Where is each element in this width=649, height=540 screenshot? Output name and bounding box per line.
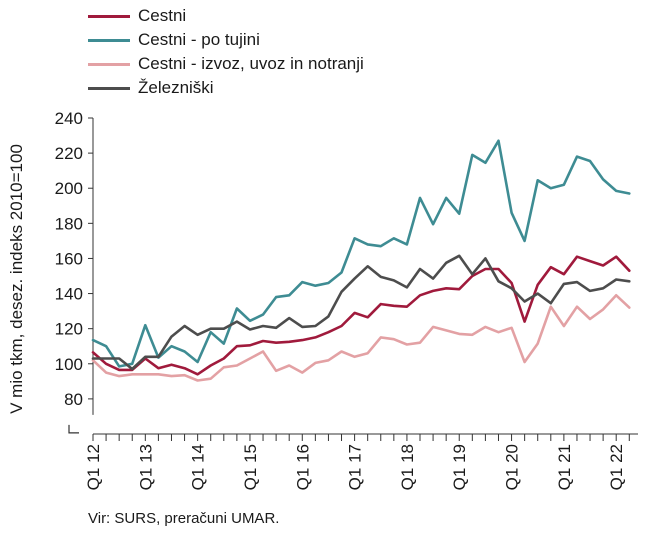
legend-swatch <box>88 38 130 42</box>
x-tick-label: Q1 16 <box>293 444 312 490</box>
series-lines <box>91 139 631 382</box>
series-line-cestni-po-tujini <box>91 139 631 368</box>
y-tick-label: 220 <box>55 144 83 163</box>
series-line-cestni <box>91 255 631 376</box>
x-tick-label: Q1 19 <box>450 444 469 490</box>
legend-item-cestni-po-tujini: Cestni - po tujini <box>88 28 364 52</box>
series-line-cestni-izvoz-uvoz-notranji <box>91 293 631 382</box>
y-tick-label: 160 <box>55 249 83 268</box>
x-tick-label: Q1 14 <box>189 444 208 490</box>
legend-swatch <box>88 62 130 66</box>
y-axis-title: V mio tkm, desez. indeks 2010=100 <box>7 144 26 414</box>
y-tick-label: 240 <box>55 109 83 128</box>
series-line-zelezniski <box>91 254 631 371</box>
y-tick-label: 100 <box>55 355 83 374</box>
legend-item-zelezniski: Železniški <box>88 76 364 100</box>
legend-label: Železniški <box>138 78 214 97</box>
legend-label: Cestni - po tujini <box>138 30 260 49</box>
legend-swatch <box>88 86 130 90</box>
x-tick-label: Q1 18 <box>398 444 417 490</box>
x-tick-label: Q1 20 <box>503 444 522 490</box>
legend-swatch <box>88 14 130 18</box>
legend-item-cestni: Cestni <box>88 4 364 28</box>
y-tick-label: 140 <box>55 285 83 304</box>
y-tick-label: 180 <box>55 214 83 233</box>
x-tick-label: Q1 21 <box>555 444 574 490</box>
legend: Cestni Cestni - po tujini Cestni - izvoz… <box>88 4 364 100</box>
x-tick-label: Q1 13 <box>136 444 155 490</box>
axis-break-mark <box>68 424 79 434</box>
legend-label: Cestni <box>138 6 187 25</box>
y-tick-label: 80 <box>64 390 83 409</box>
axes: 80 100 120 140 160 180 200 220 240 V mio tkm, des… <box>7 109 638 490</box>
y-tick-label: 200 <box>55 179 83 198</box>
x-tick-label: Q1 12 <box>84 444 103 490</box>
x-tick-label: Q1 15 <box>241 444 260 490</box>
x-tick-label: Q1 22 <box>607 444 626 490</box>
x-tick-label: Q1 17 <box>346 444 365 490</box>
y-tick-label: 120 <box>55 320 83 339</box>
source-note: Vir: SURS, preračuni UMAR. <box>88 510 280 527</box>
legend-item-cestni-izvoz-uvoz: Cestni - izvoz, uvoz in notranji <box>88 52 364 76</box>
legend-label: Cestni - izvoz, uvoz in notranji <box>138 54 364 73</box>
